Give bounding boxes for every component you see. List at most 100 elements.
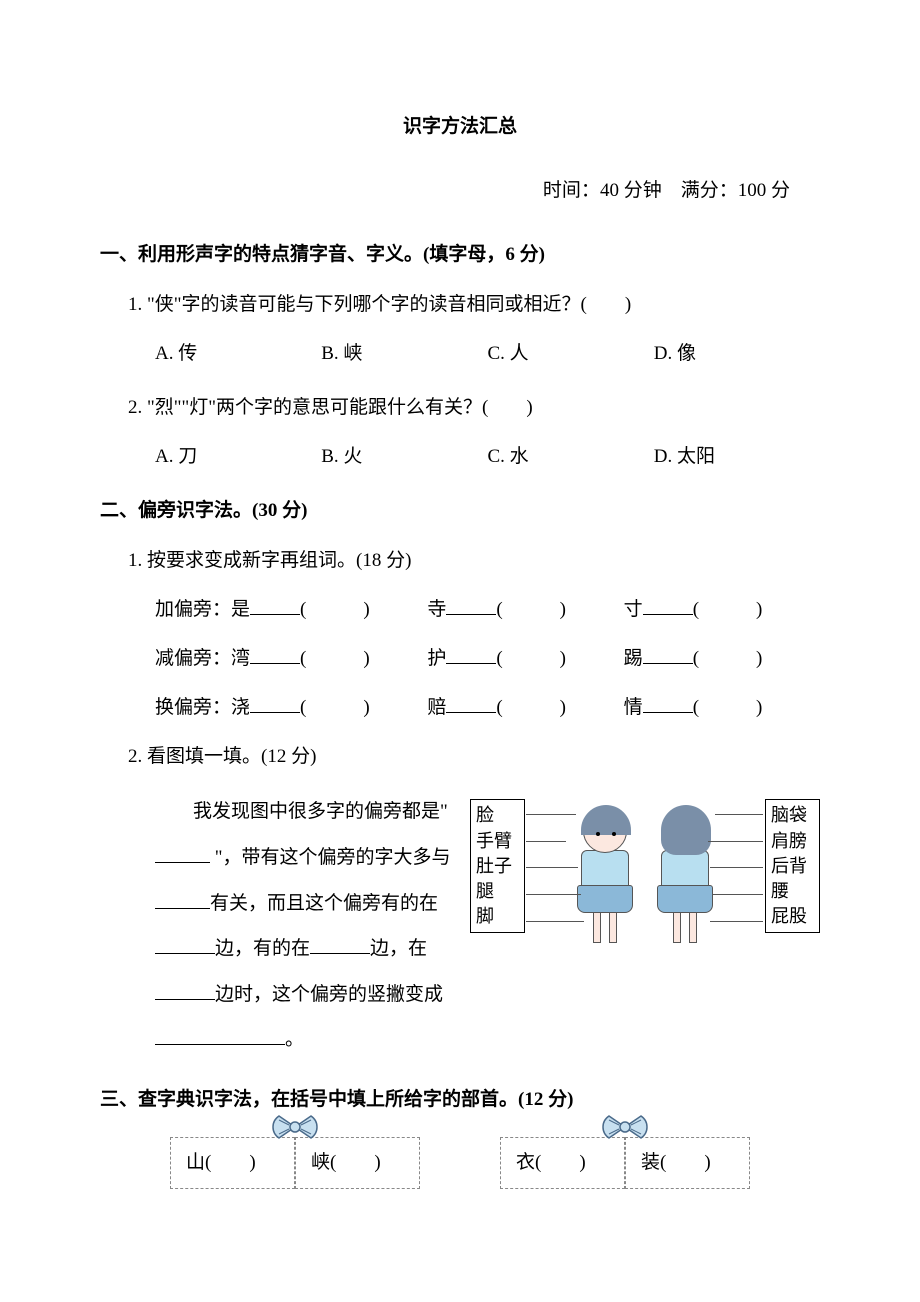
paren-blank[interactable]: ( ) xyxy=(496,593,566,627)
girl-front xyxy=(570,809,640,943)
blank-input[interactable] xyxy=(446,595,496,615)
label-belly: 肚子 xyxy=(476,854,519,879)
char: 湾 xyxy=(231,642,250,676)
blank-input[interactable] xyxy=(250,644,300,664)
char: 浇 xyxy=(231,691,250,725)
option-b: B. 峡 xyxy=(321,337,487,371)
blank-input[interactable] xyxy=(310,934,370,954)
fill-group: 寺 ( ) xyxy=(427,593,623,627)
option-c: C. 水 xyxy=(488,440,654,474)
passage-part: 有关，而且这个偏旁有的在 xyxy=(210,893,438,914)
bow-group-1: 山( ) 峡( ) xyxy=(170,1137,420,1189)
fill-row: 加偏旁：是 ( ) 寺 ( ) 寸 ( ) xyxy=(100,593,820,627)
paren-blank[interactable]: ( ) xyxy=(300,593,370,627)
label-waist: 腰 xyxy=(771,879,814,904)
pointer-line xyxy=(526,841,566,842)
blank-input[interactable] xyxy=(155,843,210,863)
passage-part: 边，有的在 xyxy=(215,938,310,959)
paren-blank[interactable]: ( ) xyxy=(496,642,566,676)
pointer-line xyxy=(526,921,584,922)
pointer-line xyxy=(526,894,581,895)
fill-row: 减偏旁：湾( )护( )踢( ) xyxy=(100,642,820,676)
fill-group: 赔 ( ) xyxy=(427,691,623,725)
blank-input[interactable] xyxy=(155,1025,285,1045)
do-box-right[interactable]: 峡( ) xyxy=(295,1137,420,1189)
question-1-2: 2. "烈""灯"两个字的意思可能跟什么有关？( ) xyxy=(100,391,820,425)
section-3: 三、查字典识字法，在括号中填上所给字的部首。(12 分) 山( ) 峡( ) xyxy=(100,1083,820,1189)
char: 赔 xyxy=(427,691,446,725)
paren-blank[interactable]: ( ) xyxy=(300,642,370,676)
girls-illustration xyxy=(565,809,725,959)
label-bottom: 屁股 xyxy=(771,904,814,929)
fill-group: 情 ( ) xyxy=(624,691,820,725)
char: 寸 xyxy=(624,593,643,627)
blank-input[interactable] xyxy=(643,644,693,664)
label-arm: 手臂 xyxy=(476,829,519,854)
label-shoulder: 肩膀 xyxy=(771,829,814,854)
option-a: A. 传 xyxy=(155,337,321,371)
row-label: 换偏旁： xyxy=(155,691,231,725)
pointer-line xyxy=(526,867,578,868)
fill-group: 寸 ( ) xyxy=(624,593,820,627)
blank-input[interactable] xyxy=(643,595,693,615)
paren-blank[interactable]: ( ) xyxy=(300,691,370,725)
blank-input[interactable] xyxy=(155,889,210,909)
label-head: 脑袋 xyxy=(771,803,814,828)
body-diagram: 脸 手臂 肚子 腿 脚 脑袋 肩膀 后背 腰 屁股 xyxy=(470,789,820,1063)
section-2-title: 二、偏旁识字法。(30 分) xyxy=(100,494,820,528)
pointer-line xyxy=(710,921,763,922)
blank-input[interactable] xyxy=(155,980,215,1000)
paren-blank[interactable]: ( ) xyxy=(693,642,763,676)
blank-input[interactable] xyxy=(446,693,496,713)
passage-part: 边时，这个偏旁的竖撇变成 xyxy=(215,984,443,1005)
section-1-title: 一、利用形声字的特点猜字音、字义。(填字母，6 分) xyxy=(100,238,820,272)
blank-input[interactable] xyxy=(643,693,693,713)
pointer-line xyxy=(526,814,576,815)
bow-box-right[interactable]: 装( ) xyxy=(625,1137,750,1189)
paren-blank[interactable]: ( ) xyxy=(693,691,763,725)
question-1-1: 1. "侠"字的读音可能与下列哪个字的读音相同或相近？( ) xyxy=(100,288,820,322)
paren-blank[interactable]: ( ) xyxy=(693,593,763,627)
char: 寺 xyxy=(427,593,446,627)
blank-input[interactable] xyxy=(250,693,300,713)
bow-icon xyxy=(271,1112,319,1142)
label-face: 脸 xyxy=(476,803,519,828)
body-labels-right: 脑袋 肩膀 后背 腰 屁股 xyxy=(765,799,820,933)
char: 情 xyxy=(624,691,643,725)
options-1-1: A. 传 B. 峡 C. 人 D. 像 xyxy=(100,337,820,371)
section-2: 二、偏旁识字法。(30 分) 1. 按要求变成新字再组词。(18 分) 加偏旁：… xyxy=(100,494,820,1063)
question-2-1: 1. 按要求变成新字再组词。(18 分) xyxy=(100,544,820,578)
blank-input[interactable] xyxy=(250,595,300,615)
option-c: C. 人 xyxy=(488,337,654,371)
char: 是 xyxy=(231,593,250,627)
passage-part: 。 xyxy=(285,1029,304,1050)
page-title: 识字方法汇总 xyxy=(100,110,820,144)
bow-icon xyxy=(601,1112,649,1142)
blank-input[interactable] xyxy=(155,934,215,954)
pointer-line xyxy=(710,867,763,868)
score-value: 100 分 xyxy=(738,180,790,201)
section-1: 一、利用形声字的特点猜字音、字义。(填字母，6 分) 1. "侠"字的读音可能与… xyxy=(100,238,820,474)
section-3-title: 三、查字典识字法，在括号中填上所给字的部首。(12 分) xyxy=(100,1083,820,1117)
label-foot: 脚 xyxy=(476,904,519,929)
fill-group: 是 ( ) xyxy=(231,593,427,627)
bow-group-2: 衣( ) 装( ) xyxy=(500,1137,750,1189)
fill-row: 换偏旁：浇 ( ) 赔 ( ) 情 ( ) xyxy=(100,691,820,725)
row-label: 减偏旁： xyxy=(155,642,231,676)
fill-group: 浇 ( ) xyxy=(231,691,427,725)
option-d: D. 太阳 xyxy=(654,440,820,474)
fill-group: 湾 ( ) xyxy=(231,642,427,676)
bow-box-left[interactable]: 衣( ) xyxy=(500,1137,625,1189)
row-label: 加偏旁： xyxy=(155,593,231,627)
time-label: 时间： xyxy=(543,180,600,201)
passage-text: 我发现图中很多字的偏旁都是" "，带有这个偏旁的字大多与有关，而且这个偏旁有的在… xyxy=(155,789,455,1063)
question-2-2: 2. 看图填一填。(12 分) xyxy=(100,740,820,774)
option-b: B. 火 xyxy=(321,440,487,474)
bow-box-left[interactable]: 山( ) xyxy=(170,1137,295,1189)
picture-section: 我发现图中很多字的偏旁都是" "，带有这个偏旁的字大多与有关，而且这个偏旁有的在… xyxy=(100,789,820,1063)
pointer-line xyxy=(708,841,763,842)
blank-input[interactable] xyxy=(446,644,496,664)
char: 踢 xyxy=(624,642,643,676)
paren-blank[interactable]: ( ) xyxy=(496,691,566,725)
label-leg: 腿 xyxy=(476,879,519,904)
